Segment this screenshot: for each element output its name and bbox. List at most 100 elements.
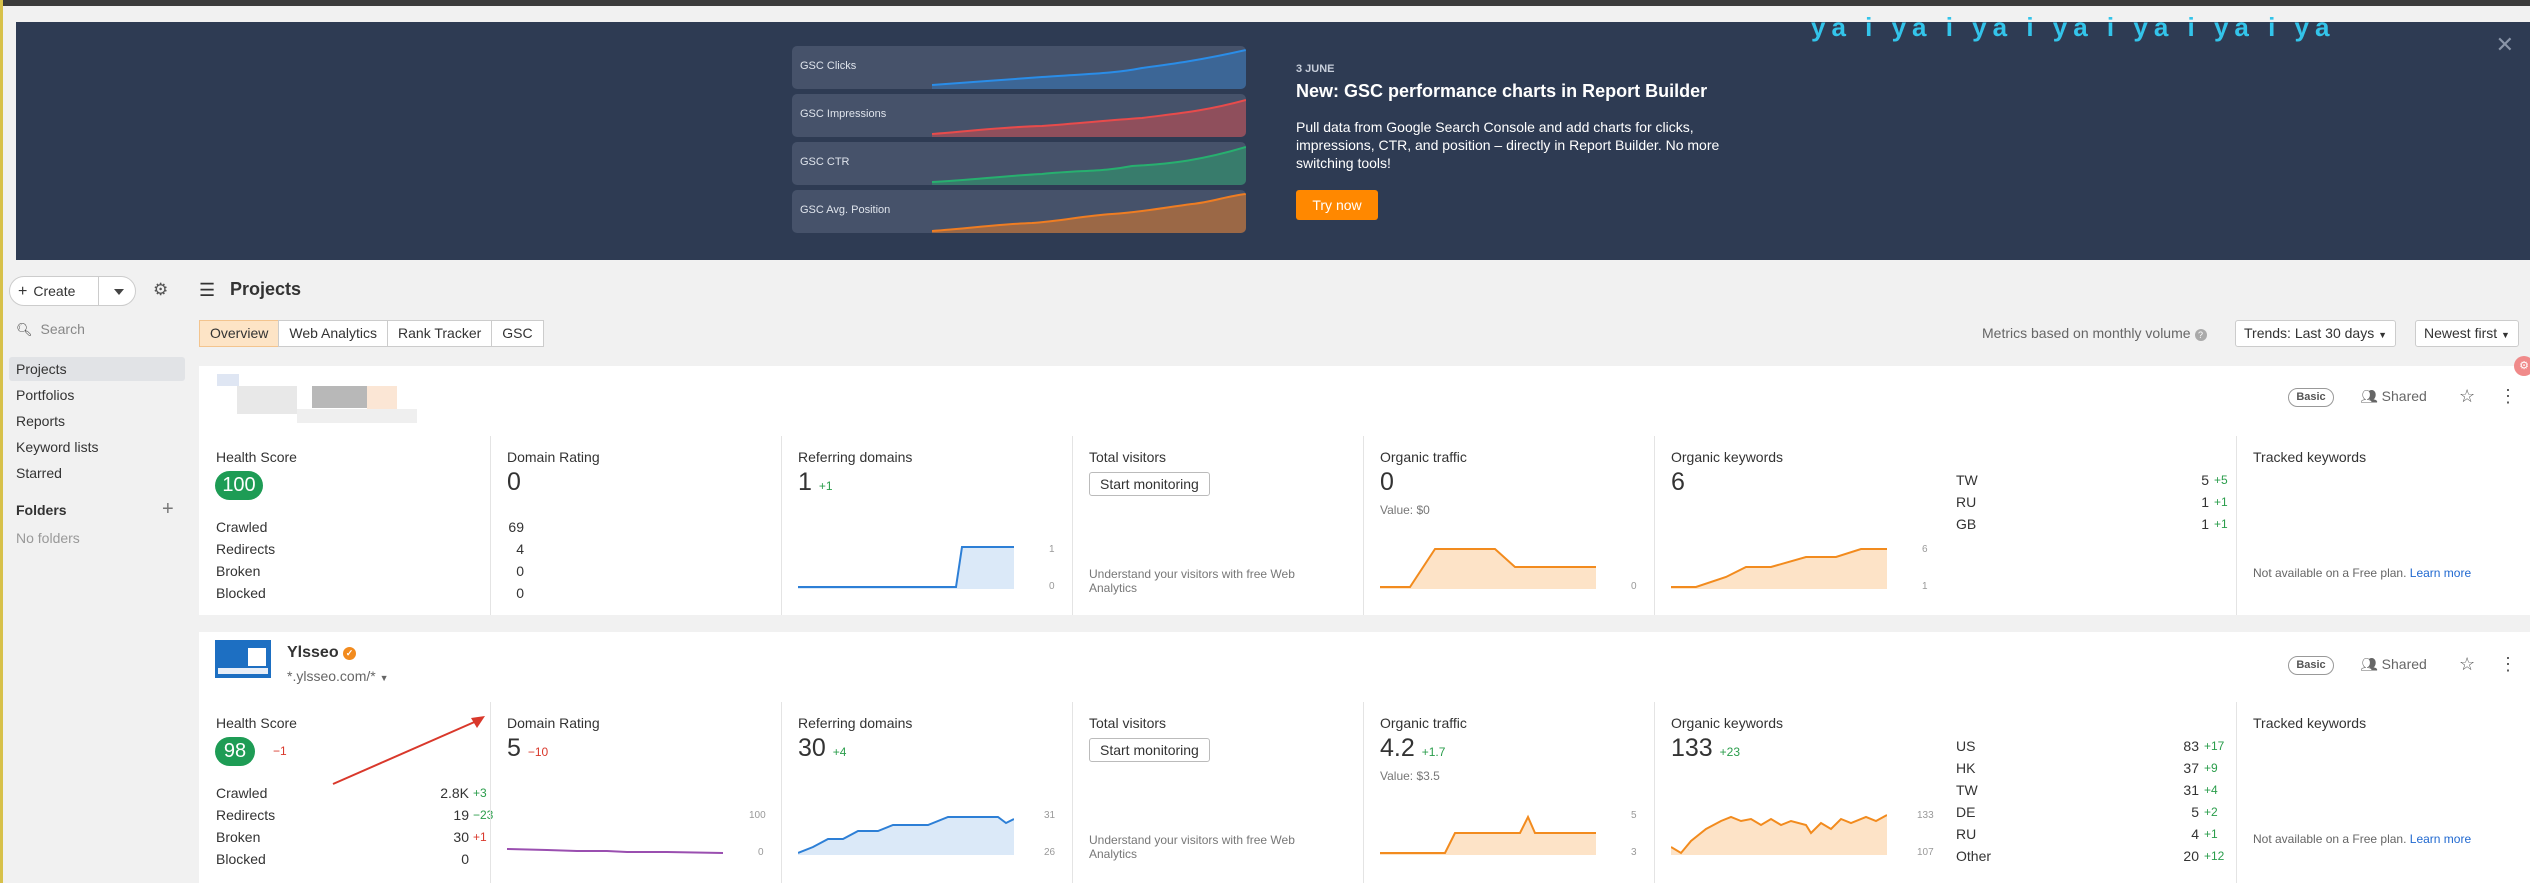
domain-rating-value[interactable]: 0: [507, 468, 521, 496]
site-row-value[interactable]: 4: [516, 541, 524, 557]
learn-more-link[interactable]: Learn more: [2409, 832, 2472, 846]
referring-domains-value[interactable]: 30 +4: [798, 734, 846, 763]
domain-rating-value[interactable]: 5 −10: [507, 734, 548, 763]
country-value[interactable]: 31: [2183, 782, 2199, 798]
referring-domains-label: Referring domains: [798, 715, 913, 731]
project-name[interactable]: Ylsseo ✓: [287, 644, 357, 662]
gear-icon[interactable]: ⚙: [153, 280, 169, 299]
column-divider: [1072, 702, 1073, 883]
country-value[interactable]: 1: [2201, 516, 2209, 532]
tracked-keywords-note: Not available on a Free plan. Learn more: [2253, 832, 2471, 846]
promo-banner: ya i ya i ya i ya i ya i ya i ya ✕ GSC C…: [16, 12, 2530, 260]
gsc-chart-previews: GSC Clicks GSC Impressions GSC CTR GSC A…: [792, 46, 1246, 238]
organic-keywords-value[interactable]: 133 +23: [1671, 734, 1740, 763]
country-value[interactable]: 1: [2201, 494, 2209, 510]
more-icon[interactable]: ⋮: [2499, 654, 2517, 674]
shared-indicator[interactable]: 👥︎ Shared: [2360, 656, 2427, 673]
organic-traffic-chart: [1380, 814, 1596, 855]
project-name-text: Ylsseo: [287, 644, 339, 661]
shared-indicator[interactable]: 👥︎ Shared: [2360, 388, 2427, 405]
search-placeholder: Search: [40, 321, 85, 337]
add-folder-icon[interactable]: +: [162, 498, 174, 520]
health-score-badge[interactable]: 98: [215, 737, 255, 766]
trends-dropdown[interactable]: Trends: Last 30 days ▼: [2235, 320, 2397, 347]
help-icon[interactable]: ?: [2194, 329, 2207, 341]
project-tabs: Overview Web Analytics Rank Tracker GSC: [199, 320, 544, 347]
site-row-value[interactable]: 69: [508, 519, 524, 535]
sidebar-item-keyword-lists[interactable]: Keyword lists: [16, 439, 99, 455]
create-button[interactable]: + Create: [18, 283, 75, 301]
chevron-down-icon[interactable]: [114, 289, 124, 295]
star-icon[interactable]: ☆: [2459, 386, 2476, 406]
organic-keywords-chart: [1671, 548, 1887, 589]
organic-keywords-number: 133: [1671, 734, 1713, 762]
site-row-value[interactable]: 19: [453, 807, 469, 823]
sidebar-item-starred[interactable]: Starred: [16, 465, 62, 481]
column-divider: [2236, 702, 2237, 883]
project-logo[interactable]: [217, 374, 417, 429]
project-metrics: Health Score 100 Crawled 69 Redirects 4 …: [199, 436, 2530, 615]
shared-label: Shared: [2381, 656, 2427, 672]
more-icon[interactable]: ⋮: [2499, 386, 2517, 406]
gsc-card-label: GSC Impressions: [800, 108, 887, 120]
total-visitors-note: Understand your visitors with free Web A…: [1089, 567, 1295, 595]
tab-gsc[interactable]: GSC: [491, 320, 544, 347]
total-visitors-label: Total visitors: [1089, 715, 1167, 731]
gsc-card-label: GSC Avg. Position: [800, 204, 891, 216]
try-now-button[interactable]: Try now: [1296, 190, 1378, 220]
project-url[interactable]: *.ylsseo.com/* ▼: [287, 668, 389, 684]
tracked-keywords-note-text: Not available on a Free plan.: [2253, 832, 2407, 846]
start-monitoring-button[interactable]: Start monitoring: [1089, 472, 1210, 496]
site-row-value[interactable]: 0: [516, 585, 524, 601]
organic-keywords-value[interactable]: 6: [1671, 468, 1685, 496]
site-row-label: Broken: [216, 829, 261, 845]
site-row-value[interactable]: 2.8K: [440, 785, 469, 801]
learn-more-link[interactable]: Learn more: [2409, 566, 2472, 580]
health-score-delta: −1: [273, 744, 287, 758]
health-score-label[interactable]: Health Score: [216, 715, 297, 731]
country-value[interactable]: 5: [2201, 472, 2209, 488]
site-row-value[interactable]: 30: [453, 829, 469, 845]
country-value[interactable]: 4: [2191, 826, 2199, 842]
close-icon[interactable]: ✕: [2495, 32, 2514, 57]
sidebar-item-portfolios[interactable]: Portfolios: [16, 387, 75, 403]
organic-traffic-value[interactable]: 0: [1380, 468, 1394, 496]
metrics-note: Metrics based on monthly volume?: [1982, 325, 2207, 341]
country-value[interactable]: 37: [2183, 760, 2199, 776]
health-score-label[interactable]: Health Score: [216, 449, 297, 465]
sidebar-item-reports[interactable]: Reports: [16, 413, 66, 429]
country-delta: +17: [2204, 739, 2225, 753]
country-delta: +1: [2214, 495, 2228, 509]
site-row-label: Crawled: [216, 785, 268, 801]
star-icon[interactable]: ☆: [2459, 654, 2476, 674]
referring-domains-chart: [798, 546, 1014, 589]
project-thumbnail[interactable]: [215, 640, 271, 678]
country-value[interactable]: 83: [2183, 738, 2199, 754]
sidebar-item-projects[interactable]: Projects: [9, 357, 185, 381]
search-input[interactable]: 🔍︎ Search: [16, 321, 85, 338]
start-monitoring-button[interactable]: Start monitoring: [1089, 738, 1210, 762]
total-visitors-note: Understand your visitors with free Web A…: [1089, 833, 1295, 861]
country-value[interactable]: 20: [2183, 848, 2199, 864]
site-row-value[interactable]: 0: [516, 563, 524, 579]
chart-axis-min: 107: [1917, 847, 1934, 858]
site-row-delta: +3: [473, 786, 487, 800]
country-value[interactable]: 5: [2191, 804, 2199, 820]
domain-rating-chart: [507, 848, 723, 854]
site-row-delta: −23: [473, 808, 494, 822]
site-row-delta: +1: [473, 830, 487, 844]
tab-web-analytics[interactable]: Web Analytics: [278, 320, 389, 347]
tab-rank-tracker[interactable]: Rank Tracker: [387, 320, 493, 347]
organic-traffic-money: Value: $0: [1380, 503, 1430, 517]
banner-title: New: GSC performance charts in Report Bu…: [1296, 81, 1708, 101]
chart-axis-min: 0: [758, 847, 764, 858]
tab-overview[interactable]: Overview: [199, 320, 280, 347]
organic-traffic-value[interactable]: 4.2 +1.7: [1380, 734, 1445, 763]
country-code: RU: [1956, 826, 1977, 842]
floating-widget-icon[interactable]: ⚙: [2514, 356, 2530, 376]
sort-dropdown[interactable]: Newest first ▼: [2415, 320, 2519, 347]
menu-icon[interactable]: ☰: [199, 280, 216, 300]
health-score-badge[interactable]: 100: [215, 471, 263, 500]
site-row-value[interactable]: 0: [461, 851, 469, 867]
referring-domains-value[interactable]: 1 +1: [798, 468, 833, 497]
